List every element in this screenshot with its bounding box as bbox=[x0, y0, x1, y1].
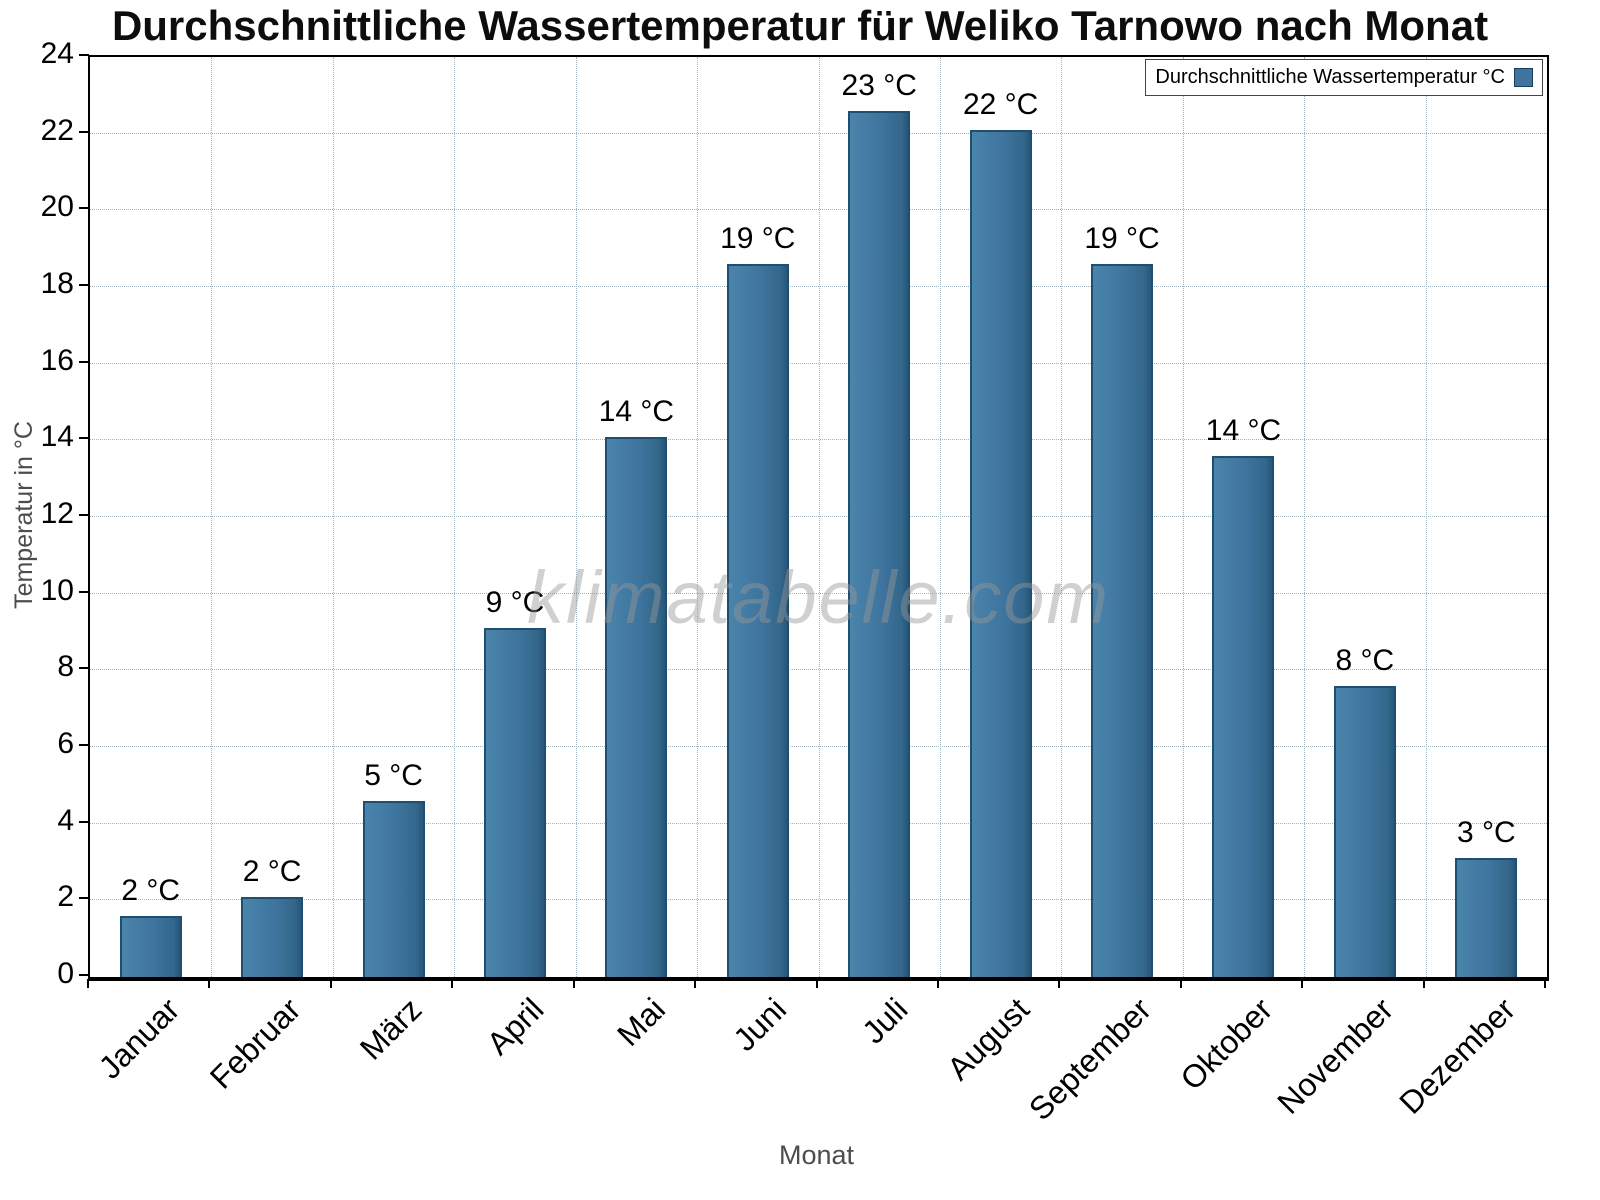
x-tick-label-januar: Januar bbox=[91, 991, 187, 1086]
y-tick-label: 6 bbox=[57, 727, 74, 760]
chart-title: Durchschnittliche Wassertemperatur für W… bbox=[111, 2, 1489, 49]
legend: Durchschnittliche Wassertemperatur °C bbox=[1145, 59, 1543, 96]
x-tick-mark bbox=[451, 979, 454, 988]
legend-label: Durchschnittliche Wassertemperatur °C bbox=[1155, 66, 1505, 88]
gridline-vertical bbox=[939, 57, 941, 977]
bar-april bbox=[483, 628, 546, 977]
plot-area: klimatabelle.com 2 °C 2 °C 5 °C 9 °C 14 °C 19… bbox=[88, 55, 1549, 981]
x-tick-mark bbox=[208, 979, 211, 988]
y-tick-mark bbox=[79, 590, 89, 593]
x-tick-mark bbox=[87, 979, 89, 988]
bar-value-label: 2 °C bbox=[242, 854, 302, 888]
x-tick-mark bbox=[329, 979, 332, 988]
bar-value-label: 8 °C bbox=[1335, 643, 1395, 677]
bar-juli bbox=[848, 110, 911, 977]
x-tick-label-mai: Mai bbox=[609, 991, 672, 1053]
bar-dezember bbox=[1455, 858, 1518, 977]
y-tick-label: 10 bbox=[40, 573, 74, 607]
y-tick-label: 2 bbox=[57, 880, 74, 914]
bar-value-label: 19 °C bbox=[1084, 222, 1160, 255]
x-tick-mark bbox=[1301, 979, 1304, 988]
bar-value-label: 9 °C bbox=[485, 586, 545, 620]
x-tick-mark bbox=[1058, 979, 1061, 988]
x-tick-label-dezember: Dezember bbox=[1391, 991, 1522, 1121]
y-tick-mark bbox=[79, 207, 89, 210]
y-tick-mark bbox=[79, 130, 89, 133]
y-tick-label: 18 bbox=[40, 267, 74, 300]
bar-value-label: 2 °C bbox=[121, 873, 181, 907]
bar-september bbox=[1091, 264, 1154, 977]
y-tick-label: 0 bbox=[57, 957, 74, 990]
x-tick-label-oktober: Oktober bbox=[1172, 991, 1279, 1097]
y-tick-mark bbox=[79, 744, 89, 746]
y-tick-label: 12 bbox=[40, 497, 74, 530]
gridline-vertical bbox=[1425, 57, 1427, 977]
x-tick-label-august: August bbox=[940, 991, 1037, 1087]
x-tick-label-april: April bbox=[479, 991, 551, 1062]
x-tick-label-februar: Februar bbox=[202, 991, 308, 1096]
y-tick-mark bbox=[79, 437, 89, 440]
x-tick-mark bbox=[1422, 979, 1425, 988]
bar-value-label: 22 °C bbox=[962, 87, 1039, 121]
gridline-vertical bbox=[697, 57, 699, 977]
x-tick-label-november: November bbox=[1270, 991, 1401, 1121]
bar-value-label: 3 °C bbox=[1456, 816, 1516, 850]
y-tick-mark bbox=[79, 54, 89, 56]
gridline-vertical bbox=[818, 57, 820, 977]
x-tick-mark bbox=[815, 979, 818, 988]
gridline-vertical bbox=[1061, 57, 1063, 977]
bar-februar bbox=[241, 896, 304, 977]
y-tick-label: 24 bbox=[40, 37, 74, 70]
bar-märz bbox=[362, 800, 425, 977]
bar-januar bbox=[119, 915, 182, 977]
gridline-vertical bbox=[332, 57, 334, 977]
y-tick-mark bbox=[79, 360, 89, 363]
gridline-vertical bbox=[211, 57, 213, 977]
bar-mai bbox=[605, 436, 668, 977]
bar-value-label: 5 °C bbox=[364, 758, 423, 792]
bar-value-label: 14 °C bbox=[598, 394, 675, 428]
x-tick-label-juni: Juni bbox=[726, 991, 794, 1058]
gridline-vertical bbox=[575, 57, 577, 977]
gridline-vertical bbox=[1182, 57, 1184, 977]
y-tick-mark bbox=[79, 284, 89, 286]
x-tick-mark bbox=[694, 979, 697, 988]
x-tick-label-juli: Juli bbox=[855, 991, 915, 1051]
x-tick-label-september: September bbox=[1021, 991, 1158, 1128]
legend-swatch bbox=[1514, 68, 1533, 87]
bar-value-label: 19 °C bbox=[720, 222, 796, 255]
x-tick-mark bbox=[1179, 979, 1182, 988]
y-tick-mark bbox=[79, 974, 89, 976]
bar-juni bbox=[726, 264, 789, 977]
x-axis-label: Monat bbox=[778, 1140, 855, 1170]
y-tick-label: 8 bbox=[57, 650, 74, 684]
y-tick-mark bbox=[79, 667, 89, 670]
y-tick-mark bbox=[79, 820, 89, 823]
gridline-vertical bbox=[1304, 57, 1306, 977]
bar-august bbox=[969, 129, 1032, 977]
y-tick-label: 22 bbox=[40, 113, 74, 147]
bar-value-label: 23 °C bbox=[841, 68, 917, 102]
y-tick-label: 4 bbox=[57, 803, 74, 837]
y-tick-label: 20 bbox=[40, 190, 74, 224]
y-tick-mark bbox=[79, 897, 89, 900]
x-tick-mark bbox=[1544, 979, 1546, 988]
x-tick-mark bbox=[936, 979, 939, 988]
y-tick-label: 14 bbox=[40, 420, 74, 454]
gridline-vertical bbox=[454, 57, 456, 977]
x-tick-label-märz: März bbox=[353, 991, 430, 1067]
bar-november bbox=[1333, 685, 1396, 977]
x-tick-mark bbox=[572, 979, 575, 988]
y-tick-mark bbox=[79, 514, 89, 516]
y-tick-label: 16 bbox=[40, 343, 74, 377]
bar-value-label: 14 °C bbox=[1205, 413, 1282, 447]
bar-oktober bbox=[1212, 455, 1275, 977]
